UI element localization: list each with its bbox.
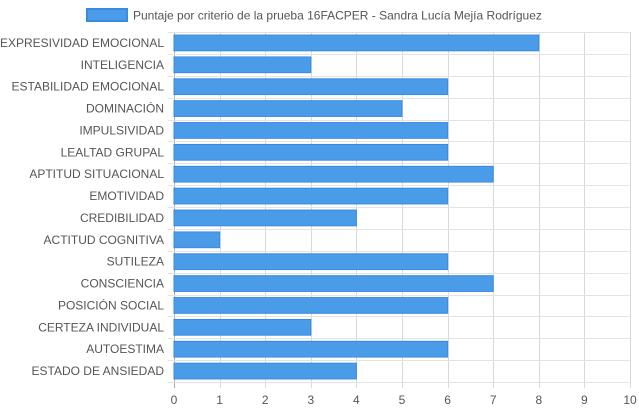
- x-tick-label: 9: [581, 393, 588, 407]
- bar[interactable]: [173, 209, 357, 227]
- x-tick-label: 6: [444, 393, 451, 407]
- category-label: DOMINACIÓN: [86, 101, 164, 116]
- x-tick-label: 2: [262, 393, 269, 407]
- bar[interactable]: [173, 187, 449, 205]
- x-tick-label: 3: [307, 393, 314, 407]
- legend-swatch: [86, 8, 128, 22]
- x-axis-ticks: 0 1 2 3 4 5 6 7 8 9 10: [171, 393, 637, 407]
- x-tick-label: 0: [171, 393, 178, 407]
- x-tick-label: 4: [353, 393, 360, 407]
- category-label: ACTITUD COGNITIVA: [44, 233, 164, 247]
- bar[interactable]: [173, 362, 357, 380]
- x-tick-label: 5: [399, 393, 406, 407]
- bar[interactable]: [173, 297, 449, 314]
- category-label: ESTABILIDAD EMOCIONAL: [12, 80, 165, 94]
- category-label: APTITUD SITUACIONAL: [29, 167, 164, 181]
- x-tick-label: 7: [490, 393, 497, 407]
- bars: [173, 34, 540, 380]
- bar[interactable]: [173, 275, 494, 292]
- category-label: CERTEZA INDIVIDUAL: [38, 320, 164, 334]
- category-label: CREDIBILIDAD: [80, 211, 164, 225]
- category-label: CONSCIENCIA: [81, 277, 164, 291]
- category-label: INTELIGENCIA: [81, 58, 164, 72]
- category-label: SUTILEZA: [107, 255, 164, 269]
- bar[interactable]: [173, 56, 312, 74]
- x-tick-label: 10: [623, 393, 637, 407]
- category-label: AUTOESTIMA: [86, 342, 164, 356]
- bar[interactable]: [173, 165, 494, 183]
- bar[interactable]: [173, 340, 449, 358]
- bar[interactable]: [173, 253, 449, 271]
- x-tick-label: 1: [216, 393, 223, 407]
- legend[interactable]: Puntaje por criterio de la prueba 16FACP…: [86, 8, 542, 23]
- category-label: ESTADO DE ANSIEDAD: [32, 364, 165, 378]
- category-label: LEALTAD GRUPAL: [61, 145, 165, 159]
- category-labels: EXPRESIVIDAD EMOCIONAL INTELIGENCIA ESTABI…: [0, 36, 164, 378]
- x-tick-label: 8: [535, 393, 542, 407]
- bar[interactable]: [173, 122, 449, 139]
- bar[interactable]: [173, 318, 312, 336]
- legend-label: Puntaje por criterio de la prueba 16FACP…: [133, 9, 542, 23]
- category-label: EMOTIVIDAD: [89, 189, 164, 203]
- bar[interactable]: [173, 78, 449, 96]
- bar[interactable]: [173, 231, 221, 249]
- bar[interactable]: [173, 34, 540, 52]
- bar[interactable]: [173, 100, 403, 117]
- bar[interactable]: [173, 143, 449, 161]
- category-label: POSICIÓN SOCIAL: [58, 297, 164, 312]
- category-label: EXPRESIVIDAD EMOCIONAL: [0, 36, 164, 50]
- category-label: IMPULSIVIDAD: [79, 123, 164, 137]
